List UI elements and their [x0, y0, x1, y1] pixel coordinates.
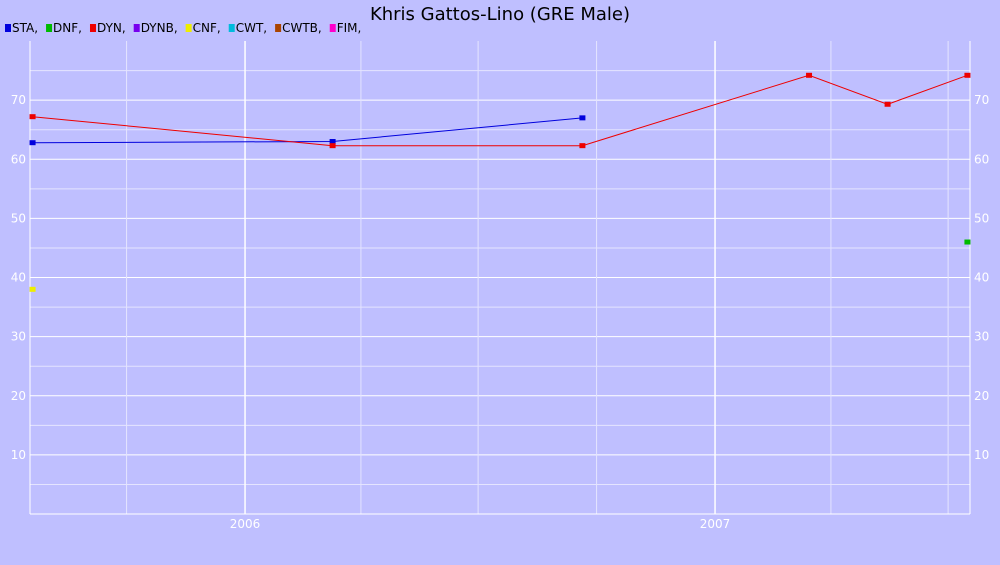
legend-label: STA,	[12, 21, 38, 35]
legend-swatch	[329, 24, 336, 32]
y-tick-label-left: 20	[11, 389, 26, 403]
y-tick-label-left: 30	[11, 330, 26, 344]
legend-label: FIM,	[337, 21, 362, 35]
legend-swatch	[46, 24, 53, 32]
legend-swatch	[133, 24, 140, 32]
legend-label: DYNB,	[141, 21, 178, 35]
y-tick-label-right: 20	[974, 389, 989, 403]
data-point-sta	[329, 139, 336, 145]
series-line-dyn	[32, 74, 968, 147]
legend-label: CWTB,	[282, 21, 322, 35]
x-tick-label: 2006	[230, 517, 261, 531]
data-point-dyn	[329, 143, 336, 149]
y-tick-label-right: 50	[974, 211, 989, 225]
y-tick-label-left: 70	[11, 93, 26, 107]
axes: 10 10 20 20 30 30 40 40 50 50 60 60 70 70 2006 2007	[11, 41, 989, 531]
y-tick-label-right: 30	[974, 330, 989, 344]
data-point-cnf	[29, 286, 36, 292]
series-layer	[29, 72, 971, 292]
data-point-dyn	[579, 143, 586, 149]
y-tick-label-right: 60	[974, 152, 989, 166]
y-tick-label-left: 40	[11, 271, 26, 285]
legend: STA, DNF, DYN, DYNB, CNF, CWT, CWTB, FIM,	[5, 21, 361, 35]
legend-swatch	[185, 24, 192, 32]
series-line-sta	[32, 117, 583, 144]
y-tick-label-right: 70	[974, 93, 989, 107]
y-tick-label-right: 10	[974, 448, 989, 462]
y-tick-label-left: 60	[11, 152, 26, 166]
data-point-sta	[29, 140, 36, 146]
legend-swatch	[228, 24, 235, 32]
data-point-dyn	[806, 72, 813, 78]
chart-title: Khris Gattos-Lino (GRE Male)	[370, 4, 630, 25]
data-point-sta	[579, 115, 586, 121]
data-point-dyn	[884, 101, 891, 107]
data-point-dyn	[29, 114, 36, 120]
legend-label: DYN,	[97, 21, 126, 35]
y-tick-label-left: 10	[11, 448, 26, 462]
legend-label: CWT,	[236, 21, 267, 35]
y-tick-label-left: 50	[11, 211, 26, 225]
legend-label: CNF,	[193, 21, 221, 35]
x-tick-label: 2007	[700, 517, 731, 531]
legend-label: DNF,	[53, 21, 82, 35]
legend-swatch	[5, 24, 11, 32]
y-tick-label-right: 40	[974, 271, 989, 285]
grid	[30, 41, 970, 514]
data-point-dyn	[964, 72, 971, 78]
legend-swatch	[89, 24, 96, 32]
data-point-dnf	[964, 239, 971, 245]
legend-swatch	[275, 24, 282, 32]
